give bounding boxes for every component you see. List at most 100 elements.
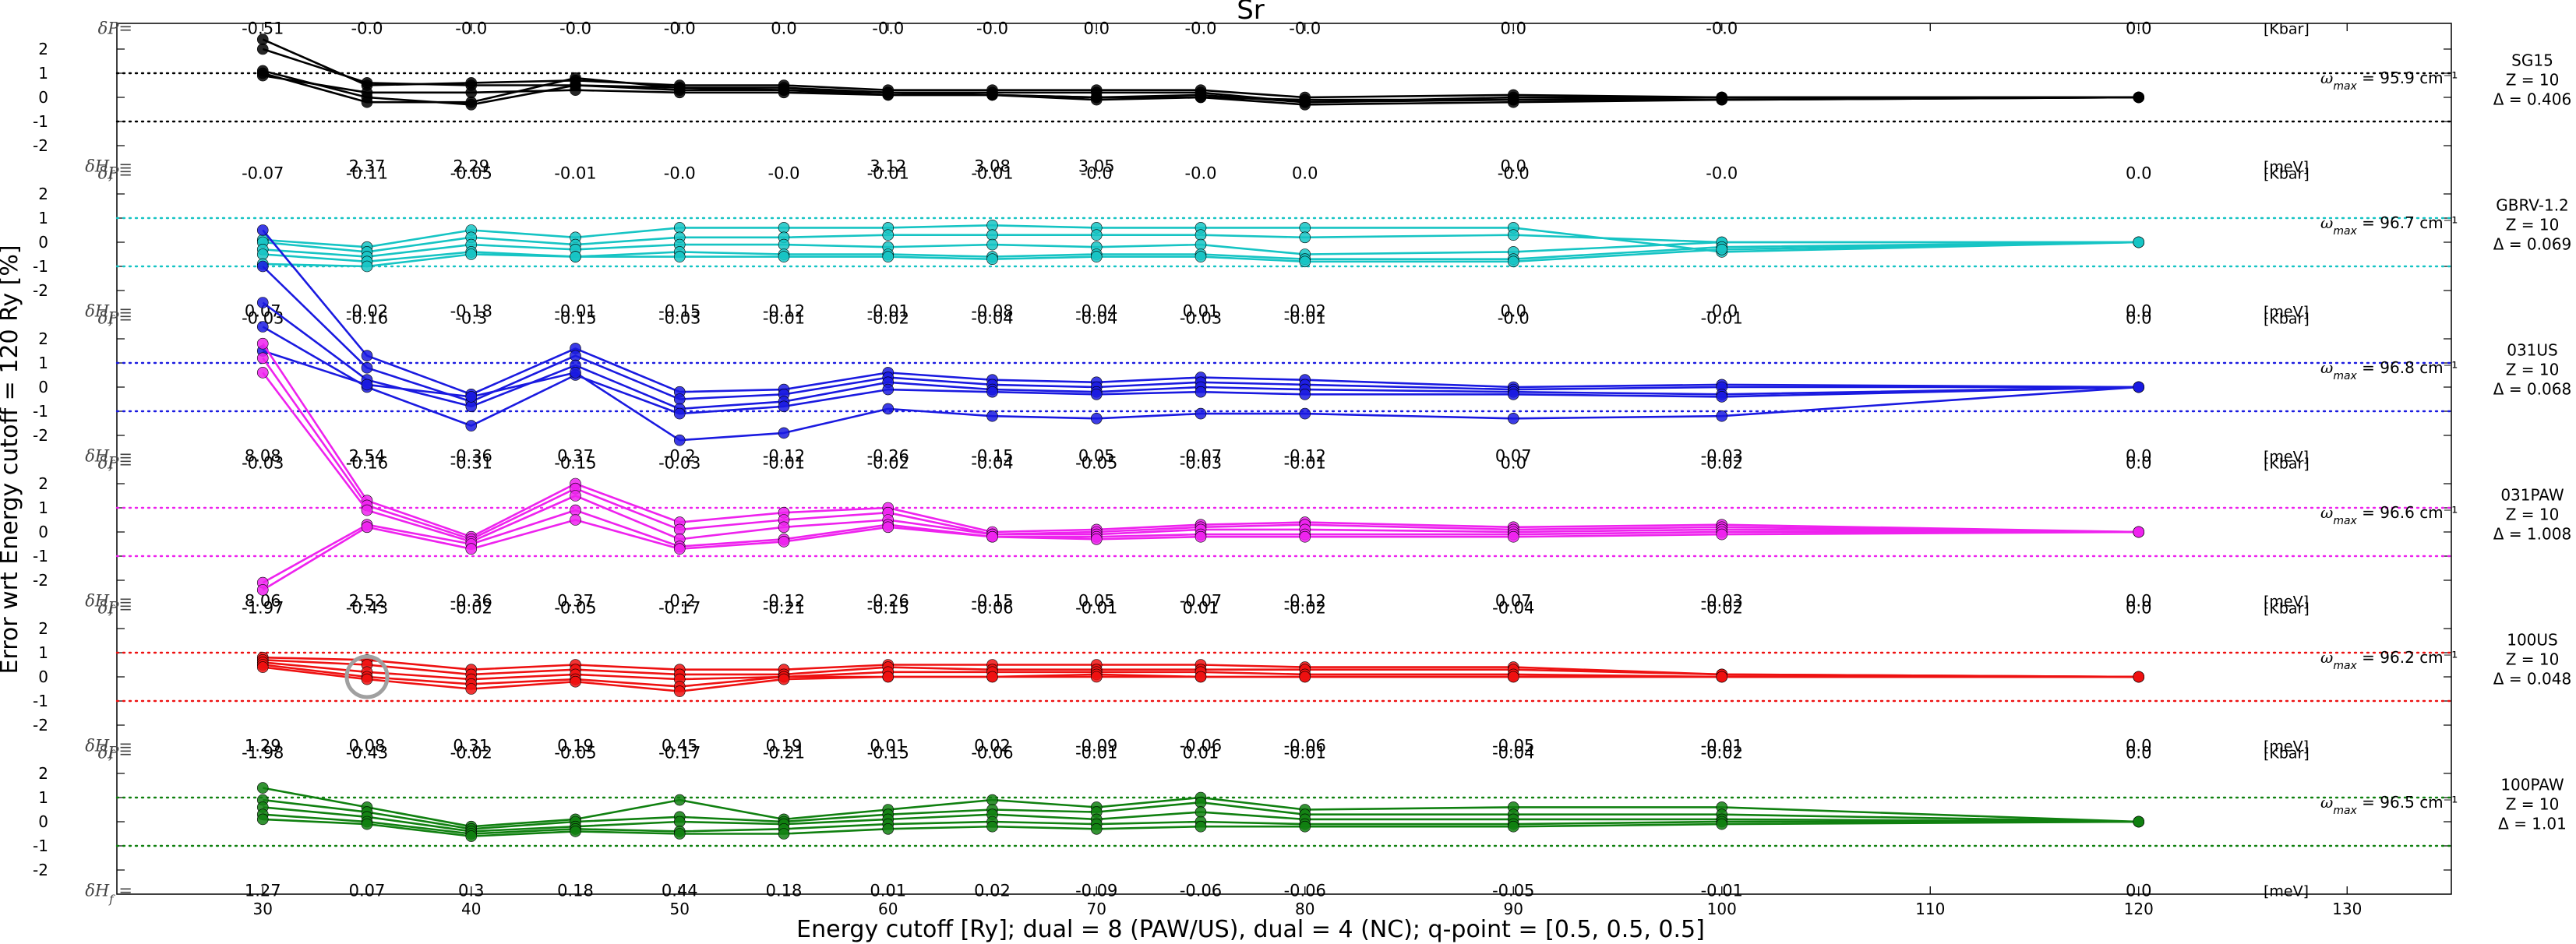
- delta-h-value: 3.08: [974, 157, 1011, 176]
- delta-h-value: -0.05: [1492, 882, 1534, 900]
- data-point: [465, 99, 478, 111]
- data-point: [986, 386, 998, 398]
- data-point: [1716, 391, 1728, 403]
- data-point: [882, 383, 895, 396]
- y-tick-label: -1: [33, 837, 48, 855]
- delta-p-value: -0.17: [658, 744, 700, 763]
- data-point: [1507, 671, 1519, 683]
- delta-h-value: -0.0: [1706, 302, 1738, 321]
- delta-h-value: 2.37: [349, 157, 386, 176]
- delta-h-value: -0.01: [867, 302, 909, 321]
- delta-h-value: 8.08: [245, 447, 281, 466]
- delta-p-value: -1.97: [242, 599, 284, 618]
- data-point: [673, 828, 686, 840]
- delta-p-value: -0.0: [1289, 19, 1321, 38]
- mev-unit: [meV]: [2264, 738, 2309, 756]
- data-point: [361, 504, 373, 516]
- delta-h-label: δHf =: [85, 157, 132, 182]
- data-point: [570, 514, 581, 526]
- data-point: [1194, 229, 1207, 241]
- delta-p-value: -0.02: [450, 744, 492, 763]
- panel-031paw: 210-1-2δP=δHf =-0.038.06-0.162.52-0.31-0…: [33, 337, 2571, 617]
- data-point: [882, 403, 895, 415]
- delta-h-value: -0.05: [1492, 737, 1534, 756]
- delta-h-value: -0.12: [1284, 447, 1326, 466]
- data-point: [361, 673, 373, 685]
- delta-p-value: -0.01: [763, 309, 805, 328]
- delta-h-value: -0.09: [1075, 737, 1117, 756]
- data-point: [1299, 96, 1311, 108]
- delta-h-value: 0.18: [766, 882, 803, 900]
- data-point: [1194, 238, 1207, 251]
- mev-unit: [meV]: [2264, 304, 2309, 321]
- delta-h-value: 0.02: [974, 737, 1011, 756]
- delta-h-value: -0.04: [1075, 302, 1117, 321]
- delta-h-value: -0.01: [1701, 737, 1743, 756]
- delta-p-value: 0.01: [1183, 744, 1219, 763]
- series-line: [262, 229, 2139, 396]
- data-point: [1299, 671, 1311, 683]
- delta-p-value: -0.05: [554, 599, 596, 618]
- y-tick-label: -2: [33, 426, 48, 445]
- data-point: [465, 830, 478, 842]
- delta-p-value: -0.16: [346, 309, 388, 328]
- data-point: [1716, 93, 1728, 106]
- delta-p-value: -0.0: [976, 19, 1008, 38]
- series-line: [263, 798, 2139, 830]
- data-point: [1507, 229, 1519, 241]
- data-point: [1507, 255, 1519, 268]
- y-tick-label: 0: [38, 812, 48, 831]
- delta-p-value: -0.0: [351, 19, 383, 38]
- delta-h-value: -0.06: [1284, 737, 1326, 756]
- delta-p-value: -0.01: [1284, 309, 1326, 328]
- panel-031us: 210-1-2δP=δHf =-0.038.08-0.162.54-0.3-0.…: [33, 224, 2571, 472]
- pseudo-delta: Δ = 0.048: [2493, 669, 2571, 688]
- delta-h-value: 0.0: [2126, 302, 2151, 321]
- data-point: [1716, 671, 1728, 683]
- delta-p-value: -0.0: [1185, 19, 1217, 38]
- y-tick-label: -2: [33, 571, 48, 590]
- data-point: [256, 260, 269, 273]
- delta-h-value: 0.01: [1183, 302, 1219, 321]
- delta-p-value: -0.03: [1180, 454, 1222, 473]
- data-point: [1090, 251, 1103, 262]
- pseudo-name: GBRV-1.2: [2496, 196, 2569, 215]
- pseudo-z: Z = 10: [2506, 505, 2560, 524]
- omega-max-label: ωmax = 95.9 cm⁻¹: [2320, 69, 2458, 93]
- y-tick-label: -2: [33, 861, 48, 879]
- delta-p-value: 0.0: [1501, 454, 1526, 473]
- data-point: [570, 79, 581, 91]
- series-line: [262, 266, 2139, 403]
- data-point: [778, 222, 790, 234]
- delta-p-value: -0.31: [450, 454, 492, 473]
- series-line: [263, 241, 2139, 263]
- delta-p-value: -0.06: [971, 744, 1013, 763]
- data-point: [882, 229, 895, 241]
- delta-h-value: -0.2: [664, 592, 696, 611]
- delta-h-value: -0.02: [346, 302, 388, 321]
- data-point: [1299, 255, 1311, 268]
- delta-h-value: 0.37: [557, 447, 594, 466]
- data-point: [1090, 91, 1103, 104]
- delta-p-value: -0.15: [867, 599, 909, 618]
- delta-p-value: -0.02: [1284, 599, 1326, 618]
- data-point: [673, 222, 686, 234]
- data-point: [673, 434, 686, 446]
- series-line: [263, 818, 2139, 837]
- pseudo-delta: Δ = 1.008: [2493, 524, 2571, 543]
- data-point: [256, 813, 269, 826]
- pseudo-name: 100PAW: [2500, 776, 2564, 794]
- data-point: [882, 86, 895, 99]
- delta-p-value: -0.01: [1075, 599, 1117, 618]
- data-point: [882, 521, 895, 534]
- series-line: [263, 666, 2139, 692]
- series-line: [263, 813, 2139, 835]
- kbar-unit: [Kbar]: [2264, 166, 2310, 183]
- delta-p-value: -1.98: [242, 744, 284, 763]
- delta-p-value: -0.01: [1284, 454, 1326, 473]
- data-point: [1507, 93, 1519, 106]
- data-point: [570, 504, 581, 516]
- data-point: [2133, 381, 2145, 393]
- data-point: [570, 490, 581, 502]
- delta-p-value: -0.01: [554, 164, 596, 183]
